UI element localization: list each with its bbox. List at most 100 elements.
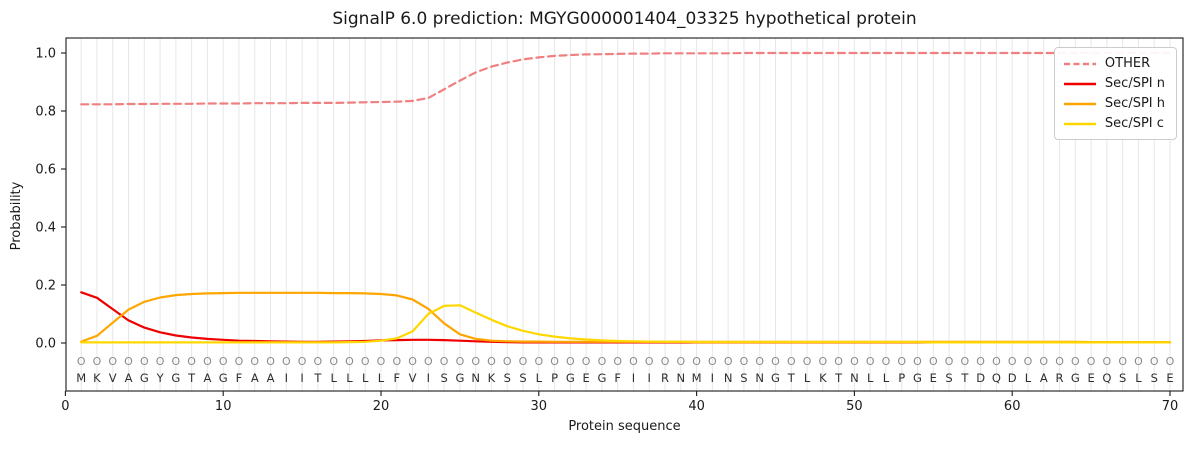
chart-title: SignalP 6.0 prediction: MGYG000001404_03…	[332, 9, 917, 29]
residue-marker: O	[140, 355, 149, 368]
residue-marker: O	[1118, 355, 1127, 368]
residue-marker: O	[1055, 355, 1064, 368]
residue-marker: O	[487, 355, 496, 368]
residue-marker: O	[724, 355, 733, 368]
residue-marker: O	[566, 355, 575, 368]
x-tick-label: 60	[1004, 399, 1021, 414]
residue-marker: O	[629, 355, 638, 368]
residue-letter: S	[945, 371, 952, 385]
plot-border	[65, 37, 1184, 392]
residue-marker: O	[661, 355, 670, 368]
residue-letter: E	[930, 371, 937, 385]
residue-letter: N	[677, 371, 686, 385]
residue-letter: D	[1008, 371, 1017, 385]
y-tick-label: 0.0	[35, 337, 56, 352]
legend-swatch-sec-spi-h	[1063, 102, 1096, 105]
residue-marker: O	[1008, 355, 1017, 368]
residue-letter: G	[455, 371, 464, 385]
y-tick-label: 1.0	[35, 47, 56, 62]
residue-marker: O	[424, 355, 433, 368]
residue-letter: K	[488, 371, 496, 385]
residue-letter: L	[804, 371, 811, 385]
residue-marker: O	[93, 355, 102, 368]
legend-label-sec-spi-h: Sec/SPI h	[1104, 96, 1165, 111]
residue-letter: N	[755, 371, 764, 385]
residue-letter: S	[740, 371, 747, 385]
residue-marker: O	[1071, 355, 1080, 368]
residue-letter: P	[898, 371, 905, 385]
residue-letter: S	[519, 371, 526, 385]
residue-marker: O	[992, 355, 1001, 368]
residue-marker: O	[676, 355, 685, 368]
residue-letter: T	[834, 371, 843, 385]
residue-marker: O	[850, 355, 859, 368]
residue-marker: O	[598, 355, 607, 368]
residue-letter: L	[536, 371, 543, 385]
residue-letter: E	[1166, 371, 1173, 385]
x-tick-label: 10	[215, 399, 232, 414]
residue-marker: O	[945, 355, 954, 368]
series-line-sec-spi-c	[80, 304, 1172, 344]
residue-marker: O	[172, 355, 181, 368]
residue-marker: O	[1103, 355, 1112, 368]
y-tick-label: 0.4	[35, 221, 56, 236]
residue-marker: O	[961, 355, 970, 368]
legend-label-sec-spi-c: Sec/SPI c	[1104, 116, 1164, 131]
residue-letter: M	[692, 371, 702, 385]
residue-letter: I	[632, 371, 635, 385]
residue-marker: O	[834, 355, 843, 368]
residue-letter: G	[771, 371, 780, 385]
residue-letter: K	[819, 371, 827, 385]
residue-marker: O	[692, 355, 701, 368]
residue-marker: O	[345, 355, 354, 368]
legend-label-sec-spi-n: Sec/SPI n	[1104, 76, 1165, 91]
residue-letter: G	[913, 371, 922, 385]
residue-marker: O	[803, 355, 812, 368]
residue-letter: A	[251, 371, 259, 385]
residue-marker: O	[440, 355, 449, 368]
residue-marker: O	[1134, 355, 1143, 368]
legend-item-sec-spi-h: Sec/SPI h	[1063, 95, 1165, 112]
legend-swatch-other	[1063, 62, 1096, 65]
residue-marker: O	[755, 355, 764, 368]
residue-marker: O	[108, 355, 117, 368]
y-tick-label: 0.8	[35, 105, 56, 120]
residue-letter: Q	[992, 371, 1001, 385]
legend-swatch-sec-spi-c	[1063, 122, 1096, 125]
residue-marker: O	[235, 355, 244, 368]
residue-marker: O	[77, 355, 86, 368]
residue-marker: O	[913, 355, 922, 368]
residue-letter: T	[787, 371, 796, 385]
x-tick-label: 40	[688, 399, 705, 414]
residue-letter: L	[378, 371, 385, 385]
residue-letter: E	[582, 371, 589, 385]
residue-marker: O	[219, 355, 228, 368]
residue-letter: S	[1151, 371, 1158, 385]
residue-letter: G	[171, 371, 180, 385]
residue-marker: O	[329, 355, 338, 368]
residue-letter: Q	[1102, 371, 1111, 385]
residue-marker: O	[1039, 355, 1048, 368]
residue-marker: O	[550, 355, 559, 368]
residue-letter: I	[300, 371, 303, 385]
residue-marker: O	[471, 355, 480, 368]
x-tick-label: 30	[531, 399, 548, 414]
legend-item-other: OTHER	[1063, 55, 1165, 72]
residue-marker: O	[613, 355, 622, 368]
residue-marker: O	[266, 355, 275, 368]
residue-marker: O	[1166, 355, 1175, 368]
residue-letter: I	[285, 371, 288, 385]
residue-letter: A	[1040, 371, 1048, 385]
residue-marker: O	[708, 355, 717, 368]
residue-letter: R	[1056, 371, 1064, 385]
residue-marker: O	[819, 355, 828, 368]
residue-letter: L	[362, 371, 369, 385]
residue-marker: O	[456, 355, 465, 368]
x-axis-label: Protein sequence	[568, 419, 681, 434]
residue-letter: Y	[156, 371, 165, 385]
residue-marker: O	[787, 355, 796, 368]
residue-marker: O	[392, 355, 401, 368]
residue-letter: S	[1119, 371, 1126, 385]
residue-letter: G	[597, 371, 606, 385]
residue-marker: O	[250, 355, 259, 368]
